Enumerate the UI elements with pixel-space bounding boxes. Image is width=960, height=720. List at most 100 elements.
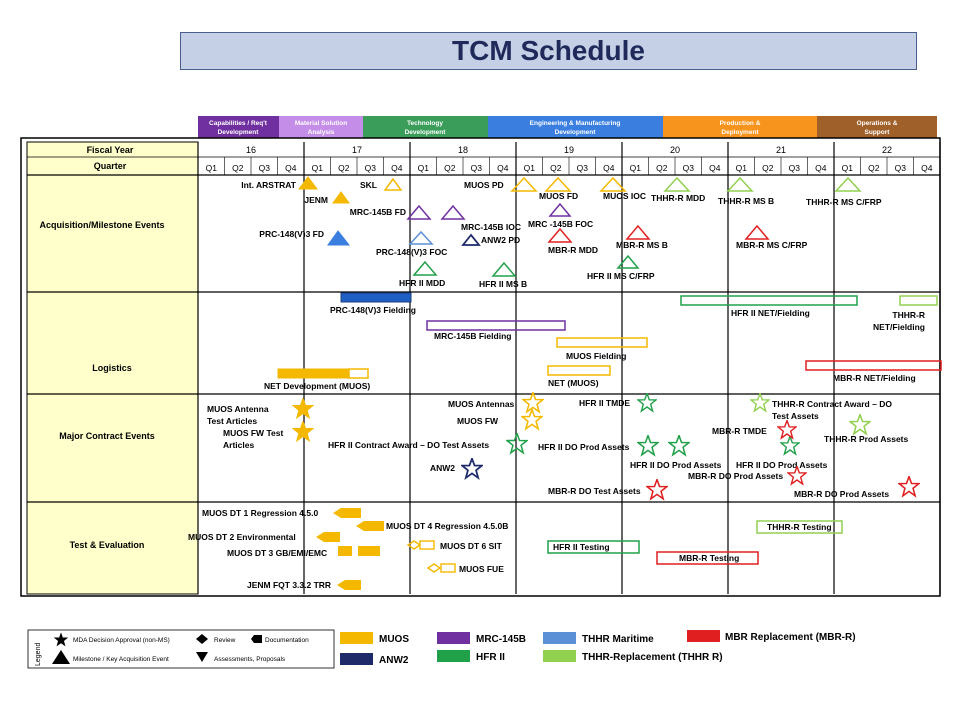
documentation-icon [337,580,361,590]
fiscal-year-tick-label: 16 [246,145,256,155]
test-bar [338,546,352,556]
test-label: HFR II Testing [553,542,610,552]
contract-label: HFR II DO Prod Assets [630,460,722,470]
milestone-label: Int. ARSTRAT [241,180,297,190]
milestone-triangle [616,254,640,269]
quarter-tick-label: Q2 [656,163,668,173]
star-icon [461,458,483,479]
milestone-triangle [383,177,403,191]
quarter-tick-label: Q2 [550,163,562,173]
fiscal-year-tick-label: 19 [564,145,574,155]
quarter-tick-label: Q4 [921,163,933,173]
label-column [26,141,199,595]
legend-program-label: MBR Replacement (MBR-R) [725,632,856,643]
documentation-icon [356,521,384,531]
legend-swatch [437,632,470,644]
milestone-triangle [744,224,770,240]
milestone-label: MUOS IOC [603,191,646,201]
legend-symbol-label: Documentation [265,637,309,644]
quarter-tick-label: Q1 [842,163,854,173]
quarter-tick-label: Q1 [630,163,642,173]
contract-label: Test Assets [772,411,819,421]
quarter-label: Quarter [94,161,127,171]
logistics-label: MUOS Fielding [566,351,626,361]
logistics-label: PRC-148(V)3 Fielding [330,305,416,315]
quarter-tick-label: Q2 [762,163,774,173]
legend: Legend MDA Decision Approval (non-MS) Re… [27,629,856,669]
logistics-label: NET Development (MUOS) [264,381,370,391]
legend-program-label: THHR-Replacement (THHR R) [582,652,723,663]
contract-label: THHR-R Prod Assets [824,434,908,444]
milestone-label: MUOS FD [539,191,578,201]
test-evaluation: MUOS DT 1 Regression 4.5.0 MUOS DT 4 Reg… [188,508,843,590]
logistics-label: MBR-R NET/Fielding [833,373,916,383]
fiscal-year-tick-label: 21 [776,145,786,155]
milestone-triangle [412,260,438,276]
milestone-triangle [547,227,573,243]
row-label-acquisition: Acquisition/Milestone Events [39,220,164,230]
milestone-triangle [510,176,538,192]
fiscal-year-tick-label: 22 [882,145,892,155]
logistics-bar [340,292,412,303]
milestone-label: SKL [360,180,377,190]
quarter-tick-label: Q4 [603,163,615,173]
milestone-label: MRC -145B FOC [528,219,593,229]
milestone-label: MBR-R MS C/FRP [736,240,808,250]
phase-label: Support [865,129,891,136]
star-icon [637,435,659,456]
fiscal-year-tick-label: 20 [670,145,680,155]
test-bar [656,551,759,565]
phase-bar: Capabilities / Req't Development Materia… [198,116,937,138]
star-icon [668,435,690,456]
milestone-triangle [599,176,627,192]
contract-label: THHR-R Contract Award – DO [772,399,892,409]
milestone-label: HFR II MS C/FRP [587,271,655,281]
legend-program-label: ANW2 [379,655,409,666]
star-icon [780,436,800,455]
milestone-triangle [461,233,481,246]
test-label: MUOS DT 1 Regression 4.5.0 [202,508,318,518]
test-label: THHR-R Testing [767,522,832,532]
test-label: MUOS DT 6 SIT [440,541,503,551]
documentation-icon [251,635,262,643]
phase-label: Development [555,129,597,136]
phase-label: Operations & [857,120,898,127]
legend-swatch [437,650,470,662]
phase-label: Capabilities / Req't [209,120,268,127]
star-icon [637,393,657,412]
test-label: MUOS DT 4 Regression 4.5.0B [386,521,508,531]
logistics-bar [805,360,942,371]
phase-block [198,116,279,138]
quarter-tick-label: Q4 [285,163,297,173]
quarter-tick-label: Q3 [471,163,483,173]
legend-symbol-label: Assessments, Proposals [214,656,286,663]
milestone-label: THHR-R MS C/FRP [806,197,882,207]
row-label-contracts: Major Contract Events [59,431,155,441]
legend-swatch [687,630,720,642]
milestone-triangle [298,176,318,190]
logistics-bar [348,368,369,379]
contract-label: Articles [223,440,254,450]
logistics-bar [899,295,938,306]
phase-label: Engineering & Manufacturing [530,120,621,127]
phase-block [363,116,488,138]
quarter-tick-label: Q3 [259,163,271,173]
title-banner: TCM Schedule [180,32,917,70]
milestone-triangle [332,191,350,204]
documentation-icon [316,532,340,542]
contract-label: HFR II TMDE [579,398,630,408]
legend-symbol-label: Milestone / Key Acquisition Event [73,656,169,663]
milestone-label: HFR II MS B [479,279,527,289]
milestone-label: ANW2 PD [481,235,520,245]
quarter-tick-label: Q3 [365,163,377,173]
quarter-tick-label: Q2 [868,163,880,173]
legend-box [27,629,335,669]
triangle-down-icon [196,652,208,662]
test-bar [440,563,456,573]
star-icon [750,393,770,412]
contract-label: MUOS Antennas [448,399,515,409]
phase-block [279,116,363,138]
logistics-bars: PRC-148(V)3 Fielding MRC-145B Fielding M… [264,292,942,391]
contract-label: HFR II Contract Award – DO Test Assets [328,440,489,450]
star-icon [777,420,797,439]
